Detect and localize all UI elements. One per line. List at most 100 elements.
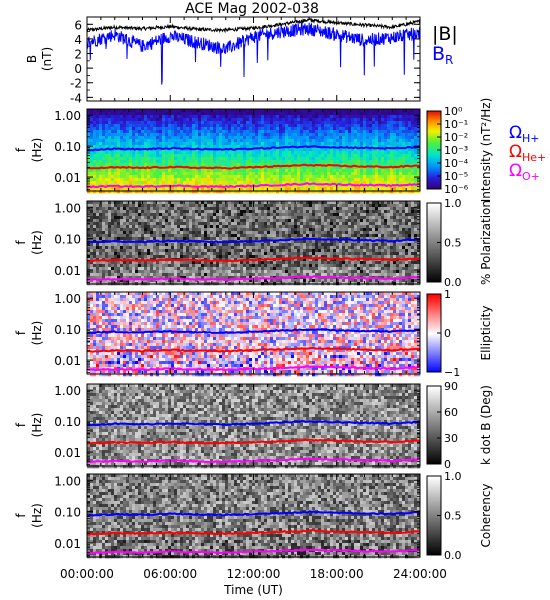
spectrogram-cell: [120, 210, 124, 214]
spectrogram-cell: [234, 270, 238, 274]
spectrogram-cell: [270, 187, 274, 191]
spectrogram-cell: [117, 133, 121, 137]
spectrogram-cell: [138, 139, 142, 143]
spectrogram-cell: [141, 124, 145, 128]
spectrogram-cell: [390, 115, 394, 119]
spectrogram-cell: [105, 133, 109, 137]
spectrogram-cell: [354, 181, 358, 185]
spectrogram-cell: [147, 163, 151, 167]
spectrogram-cell: [183, 261, 187, 265]
spectrogram-cell: [108, 231, 112, 235]
spectrogram-cell: [159, 187, 163, 191]
spectrogram-cell: [126, 210, 130, 214]
spectrogram-cell: [288, 109, 292, 113]
spectrogram-cell: [261, 169, 265, 173]
spectrogram-cell: [336, 148, 340, 152]
spectrogram-cell: [174, 133, 178, 137]
spectrogram-cell: [315, 172, 319, 176]
spectrogram-cell: [180, 234, 184, 238]
spectrogram-cell: [87, 267, 91, 271]
spectrogram-cell: [228, 115, 232, 119]
spectrogram-cell: [303, 160, 307, 164]
spectrogram-cell: [111, 115, 115, 119]
spectrogram-cell: [168, 139, 172, 143]
spectrogram-cell: [168, 273, 172, 277]
spectrogram-cell: [204, 243, 208, 247]
spectrogram-cell: [360, 112, 364, 116]
spectrogram-cell: [162, 142, 166, 146]
spectrogram-cell: [192, 225, 196, 229]
spectrogram-cell: [108, 225, 112, 229]
spectrogram-cell: [102, 273, 106, 277]
spectrogram-cell: [405, 151, 409, 155]
spectrogram-cell: [129, 273, 133, 277]
spectrogram-cell: [210, 190, 214, 194]
spectrogram-cell: [264, 163, 268, 167]
spectrogram-cell: [90, 207, 94, 211]
spectrogram-cell: [111, 109, 115, 113]
spectrogram-cell: [231, 228, 235, 232]
spectrogram-cell: [255, 187, 259, 191]
spectrogram-cell: [198, 213, 202, 217]
spectrogram-cell: [105, 145, 109, 149]
spectrogram-cell: [207, 261, 211, 265]
spectrogram-cell: [96, 184, 100, 188]
spectrogram-cell: [357, 121, 361, 125]
spectrogram-cell: [189, 273, 193, 277]
spectrogram-cell: [255, 139, 259, 143]
spectrogram-cell: [333, 124, 337, 128]
spectrogram-cell: [174, 279, 178, 283]
spectrogram-cell: [120, 234, 124, 238]
spectrogram-cell: [285, 148, 289, 152]
spectrogram-cell: [288, 172, 292, 176]
spectrogram-cell: [411, 190, 415, 194]
spectrogram-cell: [255, 279, 259, 283]
spectrogram-cell: [156, 255, 160, 259]
spectrogram-cell: [138, 109, 142, 113]
spectrogram-cell: [342, 136, 346, 140]
spectrogram-cell: [141, 142, 145, 146]
spectrogram-cell: [180, 181, 184, 185]
spectrogram-cell: [216, 136, 220, 140]
spectrogram-cell: [207, 178, 211, 182]
spectrogram-cell: [174, 160, 178, 164]
spectrogram-cell: [357, 169, 361, 173]
spectrogram-cell: [378, 181, 382, 185]
spectrogram-cell: [285, 172, 289, 176]
spectrogram-cell: [105, 112, 109, 116]
spectrogram-cell: [237, 225, 241, 229]
spectrogram-cell: [135, 258, 139, 262]
spectrogram-cell: [231, 273, 235, 277]
spectrogram-cell: [138, 181, 142, 185]
spectrogram-cell: [138, 187, 142, 191]
spectrogram-cell: [183, 127, 187, 131]
spectrogram-cell: [117, 252, 121, 256]
spectrogram-cell: [219, 231, 223, 235]
spectrogram-cell: [183, 207, 187, 211]
spectrogram-cell: [108, 121, 112, 125]
spectrogram-cell: [288, 169, 292, 173]
spectrogram-cell: [156, 160, 160, 164]
spectrogram-cell: [138, 136, 142, 140]
spectrogram-cell: [129, 151, 133, 155]
spectrogram-cell: [162, 175, 166, 179]
spectrogram-cell: [108, 261, 112, 265]
spectrogram-cell: [249, 234, 253, 238]
spectrogram-cell: [372, 142, 376, 146]
spectrogram-cell: [234, 216, 238, 220]
spectrogram-cell: [237, 181, 241, 185]
colorbar-segment: [427, 114, 441, 117]
spectrogram-cell: [267, 139, 271, 143]
spectrogram-cell: [189, 228, 193, 232]
spectrogram-cell: [126, 124, 130, 128]
spectrogram-cell: [288, 148, 292, 152]
spectrogram-cell: [258, 145, 262, 149]
spectrogram-cell: [267, 190, 271, 194]
spectrogram-cell: [135, 249, 139, 253]
spectrogram-cell: [261, 178, 265, 182]
spectrogram-cell: [303, 190, 307, 194]
spectrogram-cell: [198, 151, 202, 155]
spectrogram-cell: [138, 133, 142, 137]
spectrogram-cell: [135, 270, 139, 274]
spectrogram-cell: [198, 127, 202, 131]
